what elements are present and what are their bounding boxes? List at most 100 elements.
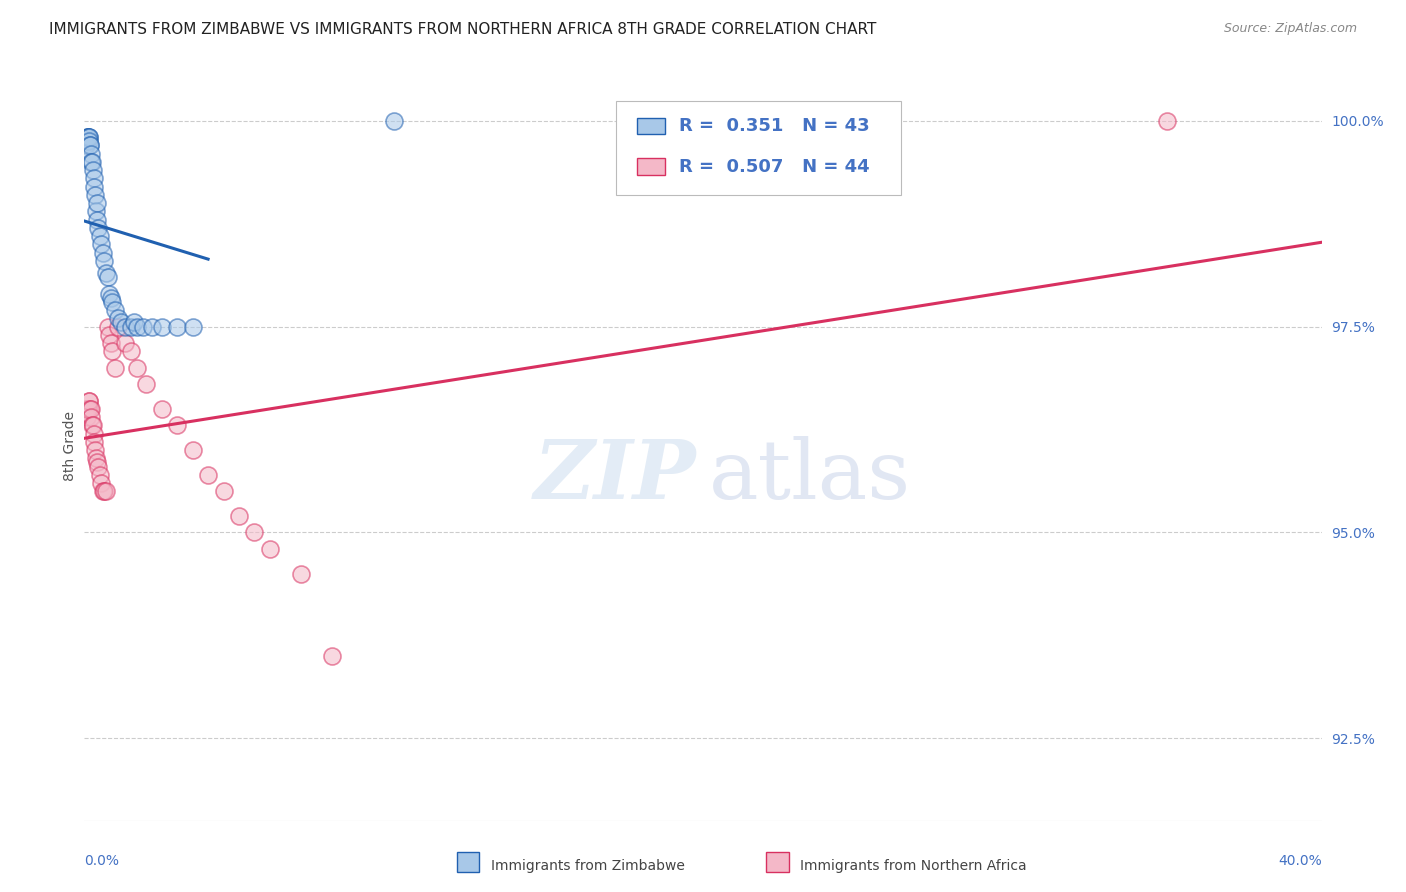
Point — [132, 319, 155, 334]
Text: ZIP: ZIP — [534, 436, 697, 516]
Text: Source: ZipAtlas.com: Source: ZipAtlas.com — [1223, 22, 1357, 36]
Point — [79, 401, 101, 416]
Point — [77, 401, 100, 416]
Point — [79, 138, 101, 153]
Text: 40.0%: 40.0% — [1278, 855, 1322, 868]
Point — [76, 410, 98, 425]
Point — [91, 484, 114, 499]
Point — [79, 138, 101, 153]
Point — [82, 163, 104, 178]
Point — [86, 455, 108, 469]
Point — [77, 393, 100, 408]
Point — [125, 360, 148, 375]
Point — [79, 134, 101, 148]
Point — [94, 266, 117, 280]
Point — [90, 476, 112, 491]
Point — [181, 319, 204, 334]
Point — [107, 319, 129, 334]
Point — [76, 401, 98, 416]
Text: 0.0%: 0.0% — [84, 855, 120, 868]
Point — [122, 316, 145, 330]
Point — [114, 336, 136, 351]
Point — [150, 401, 173, 416]
Point — [77, 130, 100, 145]
FancyBboxPatch shape — [616, 102, 901, 195]
Point — [80, 410, 103, 425]
Point — [86, 196, 108, 211]
Point — [100, 291, 122, 305]
Point — [98, 286, 121, 301]
Point — [96, 270, 118, 285]
Point — [84, 451, 107, 466]
Point — [82, 418, 104, 433]
Point — [83, 171, 105, 186]
Point — [77, 130, 100, 145]
Point — [77, 401, 100, 416]
Point — [84, 443, 107, 458]
Text: Immigrants from Zimbabwe: Immigrants from Zimbabwe — [491, 859, 685, 873]
Point — [76, 134, 98, 148]
Point — [91, 245, 114, 260]
Text: R =  0.351   N = 43: R = 0.351 N = 43 — [679, 117, 870, 135]
Point — [79, 401, 101, 416]
Point — [290, 566, 312, 581]
Point — [96, 319, 118, 334]
Point — [94, 484, 117, 499]
Point — [321, 648, 343, 663]
Point — [75, 138, 97, 153]
Point — [125, 319, 148, 334]
Point — [197, 467, 219, 482]
Point — [89, 229, 111, 244]
Point — [107, 311, 129, 326]
Point — [93, 484, 115, 499]
Point — [382, 113, 405, 128]
Point — [120, 319, 142, 334]
Point — [1156, 113, 1178, 128]
Text: Immigrants from Northern Africa: Immigrants from Northern Africa — [800, 859, 1026, 873]
Point — [150, 319, 173, 334]
Point — [77, 130, 100, 145]
Point — [82, 155, 104, 169]
Point — [80, 155, 103, 169]
Point — [243, 525, 266, 540]
Point — [141, 319, 163, 334]
Point — [82, 418, 104, 433]
Point — [89, 467, 111, 482]
Bar — [637, 158, 665, 175]
Text: R =  0.507   N = 44: R = 0.507 N = 44 — [679, 158, 870, 176]
Point — [114, 319, 136, 334]
Point — [90, 237, 112, 252]
Point — [84, 187, 107, 202]
Point — [166, 418, 188, 433]
Point — [135, 377, 157, 392]
Point — [87, 220, 110, 235]
Point — [87, 459, 110, 474]
Point — [93, 253, 115, 268]
Point — [120, 344, 142, 359]
Point — [76, 130, 98, 145]
Point — [84, 204, 107, 219]
Point — [86, 212, 108, 227]
Point — [77, 130, 100, 145]
Text: atlas: atlas — [709, 436, 911, 516]
Point — [104, 303, 127, 318]
Point — [98, 327, 121, 342]
Point — [259, 541, 281, 556]
Point — [101, 344, 124, 359]
Y-axis label: 8th Grade: 8th Grade — [63, 411, 77, 481]
Point — [104, 360, 127, 375]
Text: IMMIGRANTS FROM ZIMBABWE VS IMMIGRANTS FROM NORTHERN AFRICA 8TH GRADE CORRELATIO: IMMIGRANTS FROM ZIMBABWE VS IMMIGRANTS F… — [49, 22, 876, 37]
Point — [83, 179, 105, 194]
Bar — [637, 118, 665, 135]
Point — [83, 434, 105, 449]
Point — [166, 319, 188, 334]
Point — [212, 484, 235, 499]
Point — [228, 508, 250, 523]
Point — [100, 336, 122, 351]
Point — [77, 393, 100, 408]
Point — [110, 316, 132, 330]
Point — [101, 294, 124, 309]
Point — [181, 443, 204, 458]
Point — [79, 146, 101, 161]
Point — [75, 401, 97, 416]
